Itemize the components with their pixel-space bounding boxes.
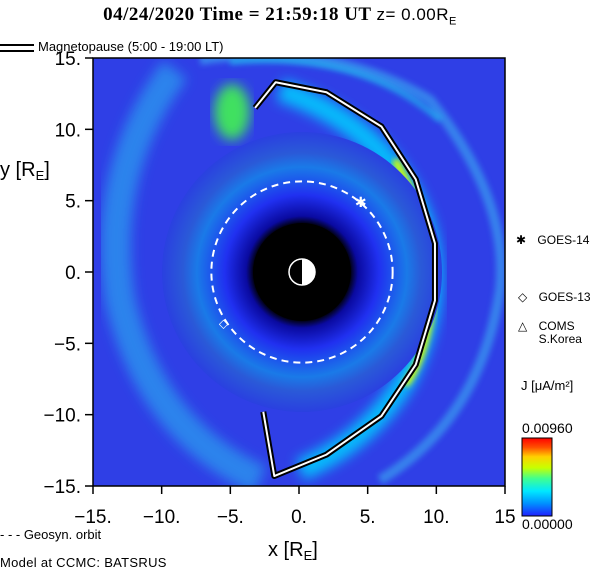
x-tick-label: −10. bbox=[143, 507, 181, 528]
y-tick-label: 10. bbox=[55, 120, 81, 141]
goes-13-legend: ◇ GOES-13 bbox=[518, 291, 591, 304]
bow-shock-glow bbox=[199, 58, 505, 485]
nightside-wing bbox=[100, 61, 267, 486]
model-credit: Model at CCMC: BATSRUS bbox=[0, 555, 167, 570]
magnetopause-legend: Magnetopause (5:00 - 19:00 LT) bbox=[0, 39, 224, 54]
coms-legend: △ COMS S.Korea bbox=[518, 320, 582, 346]
y-tick-label: 15. bbox=[55, 49, 81, 70]
geosync-orbit bbox=[210, 180, 394, 364]
goes-14-legend: ✱ GOES-14 bbox=[516, 234, 589, 247]
goes-14-marker: ✱ bbox=[355, 194, 367, 210]
coms-label: COMS S.Korea bbox=[538, 319, 582, 346]
x-tick-label: 15 bbox=[494, 507, 515, 528]
goes-14-label: GOES-14 bbox=[537, 233, 590, 247]
goes-13-symbol: ◇ bbox=[518, 290, 528, 304]
y-tick-label: 5. bbox=[65, 192, 81, 213]
colorbar bbox=[521, 437, 553, 517]
goes-13-label: GOES-13 bbox=[538, 290, 591, 304]
date-time-label: 04/24/2020 Time = 21:59:18 UT bbox=[103, 4, 372, 25]
y-tick-label: −5. bbox=[54, 334, 81, 355]
colorbar-title: J [μA/m²] bbox=[521, 378, 574, 393]
x-tick-label: 5. bbox=[360, 507, 376, 528]
x-tick-label: 10. bbox=[423, 507, 449, 528]
goes-13-marker: ◇ bbox=[219, 316, 229, 330]
y-tick-label: 0. bbox=[65, 263, 81, 284]
geosync-legend: - - - Geosyn. orbit bbox=[0, 527, 102, 542]
coms-symbol: △ bbox=[518, 319, 528, 333]
green-patch-north bbox=[214, 84, 250, 140]
x-tick-label: 0. bbox=[291, 507, 307, 528]
plot-title: 04/24/2020 Time = 21:59:18 UT z= 0.00RE bbox=[0, 4, 560, 27]
y-tick-label: −15. bbox=[43, 477, 81, 498]
x-tick-label: −15. bbox=[74, 507, 112, 528]
y-axis-label: y [RE] bbox=[0, 159, 50, 183]
earth-dayside bbox=[302, 259, 315, 285]
outer-arc bbox=[229, 58, 442, 123]
z-label: z= 0.00RE bbox=[376, 5, 457, 28]
goes-14-symbol: ✱ bbox=[516, 233, 527, 247]
colorbar-min: 0.00000 bbox=[522, 516, 573, 532]
magnetopause-legend-label: Magnetopause (5:00 - 19:00 LT) bbox=[38, 39, 224, 54]
magnetopause-line-swatch bbox=[0, 43, 34, 52]
magnetopause-inner-line bbox=[254, 81, 436, 478]
x-axis-label: x [RE] bbox=[268, 539, 318, 563]
colorbar-max: 0.00960 bbox=[522, 420, 573, 436]
y-tick-label: −10. bbox=[43, 406, 81, 427]
axis-ticks: 15. 10. 5. 0. −5. −10. −15. −15. −10. −5. 0. 5. 10. 1… bbox=[43, 49, 515, 528]
x-tick-label: −5. bbox=[217, 507, 244, 528]
